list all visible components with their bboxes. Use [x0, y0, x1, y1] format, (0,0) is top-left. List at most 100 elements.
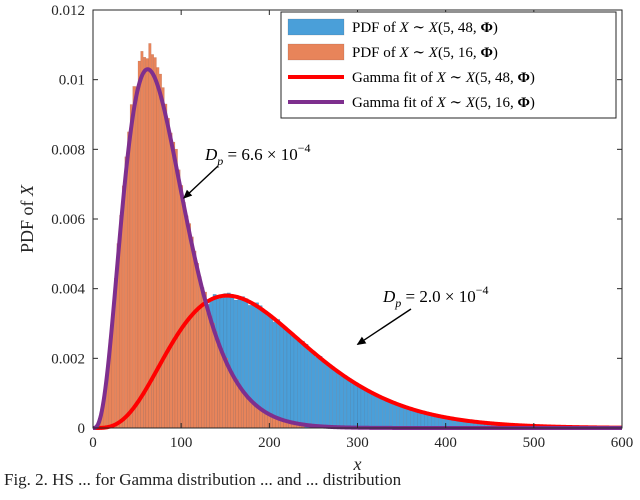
histogram-bar — [211, 322, 215, 429]
histogram-bar — [219, 348, 223, 429]
histogram-bar — [403, 407, 408, 429]
histogram-bar — [378, 396, 383, 429]
histogram-bar — [182, 202, 186, 429]
y-tick-label: 0.01 — [59, 73, 85, 89]
histogram-bar — [374, 394, 379, 429]
legend-label: Gamma fit of X ∼ X(5, 16, Φ) — [352, 95, 535, 111]
histogram-bar — [332, 369, 337, 429]
histogram-bar — [392, 402, 397, 429]
histogram-bar — [371, 393, 376, 429]
legend: PDF of X ∼ X(5, 48, Φ) PDF of X ∼ X(5, 16… — [280, 11, 617, 119]
histogram-bar — [151, 54, 154, 429]
x-tick-label: 0 — [89, 435, 97, 451]
histogram-bar — [350, 381, 355, 429]
histogram-bar — [135, 86, 139, 429]
histogram-bar — [318, 355, 323, 429]
histogram-bar — [367, 391, 372, 429]
x-axis-label: x — [353, 454, 362, 470]
legend-label: PDF of X ∼ X(5, 16, Φ) — [352, 45, 498, 61]
histogram-bar — [190, 236, 194, 429]
histogram-bar — [300, 340, 305, 429]
histogram-bar — [177, 169, 181, 429]
histogram-bar — [364, 390, 369, 429]
histogram-bar — [238, 384, 242, 429]
histogram-bar — [410, 408, 415, 429]
histogram-bar — [304, 343, 309, 429]
histogram-bar — [188, 223, 192, 429]
histogram-bar — [315, 356, 319, 429]
annotation-label: Dp = 2.0 × 10−4 — [382, 283, 489, 310]
histogram-bar — [283, 328, 288, 429]
histogram-bar — [339, 375, 344, 429]
legend-swatch — [287, 43, 345, 61]
histogram-bar — [222, 353, 226, 429]
histogram-bar — [198, 276, 202, 429]
histogram-bar — [180, 185, 184, 429]
histogram-bar — [214, 331, 218, 429]
y-tick-label: 0.006 — [51, 212, 85, 228]
histogram-bar — [396, 404, 400, 429]
histogram-bar — [360, 388, 365, 429]
histogram-bar — [132, 86, 136, 429]
histogram-bar — [272, 321, 277, 429]
histogram-bar — [161, 87, 165, 429]
chart-svg: 0 100 200 300 400 500 600 0 0.002 0.004 0.006 0.008… — [17, 3, 634, 470]
x-tick-label: 600 — [611, 435, 634, 451]
histogram-bar — [217, 339, 221, 429]
histogram-bar — [240, 389, 244, 429]
y-tick-label: 0.004 — [51, 282, 85, 298]
histogram-bar — [413, 409, 418, 429]
histogram-bar — [201, 287, 205, 429]
histogram-bar — [325, 364, 330, 429]
histogram-bar — [357, 384, 362, 429]
histogram-bar — [389, 402, 393, 429]
histogram-bar — [269, 316, 274, 429]
histogram-bar — [143, 56, 147, 429]
axes: 0 100 200 300 400 500 600 0 0.002 0.004 0.006 0.008… — [17, 3, 633, 470]
histogram-bar — [382, 398, 386, 429]
histogram-bar — [311, 351, 316, 429]
histogram-bar — [209, 315, 213, 429]
annotations: Dp = 6.6 × 10−4 Dp = 2.0 × 10−4 — [183, 141, 489, 345]
histogram-bar — [385, 399, 390, 429]
histogram-bar — [206, 307, 210, 429]
histogram-bar — [322, 360, 326, 429]
y-tick-label: 0 — [78, 421, 86, 437]
histogram-bar — [353, 382, 358, 429]
x-tick-label: 300 — [346, 435, 369, 451]
y-tick-label: 0.002 — [51, 351, 85, 367]
histogram-bar — [230, 371, 234, 429]
histogram-bar — [164, 103, 168, 429]
histogram-bar — [193, 250, 197, 429]
histogram-bar — [233, 376, 236, 429]
histogram-bar — [246, 396, 250, 429]
histogram-bar — [140, 51, 144, 429]
histogram-bar — [297, 341, 302, 429]
histogram-bar — [307, 350, 312, 429]
histogram-bar — [399, 405, 404, 429]
x-tick-label: 400 — [434, 435, 457, 451]
x-tick-label: 200 — [258, 435, 281, 451]
histogram-bar — [329, 365, 333, 429]
legend-label: PDF of X ∼ X(5, 48, Φ) — [352, 20, 498, 36]
histogram-bar — [174, 148, 178, 429]
legend-label: Gamma fit of X ∼ X(5, 48, Φ) — [352, 70, 535, 86]
histogram-bar — [406, 407, 411, 429]
histogram-bar — [279, 326, 284, 429]
y-tick-label: 0.012 — [51, 3, 85, 19]
histogram-bar — [227, 365, 231, 429]
y-tick-label: 0.008 — [51, 142, 85, 158]
histogram-bar — [127, 131, 131, 429]
histogram-bar — [148, 43, 152, 429]
annotation-label: Dp = 6.6 × 10−4 — [204, 141, 311, 168]
histogram-bar — [169, 132, 173, 429]
histogram-bar — [276, 319, 281, 429]
histogram-bar — [286, 330, 291, 429]
histogram-bar — [129, 104, 133, 429]
annotation-arrow — [183, 165, 219, 199]
legend-swatch — [287, 18, 345, 36]
histogram-bar — [137, 60, 141, 429]
y-axis-label: PDF of X — [17, 184, 37, 253]
histogram-bar — [172, 141, 176, 429]
histogram-bar — [346, 379, 351, 429]
